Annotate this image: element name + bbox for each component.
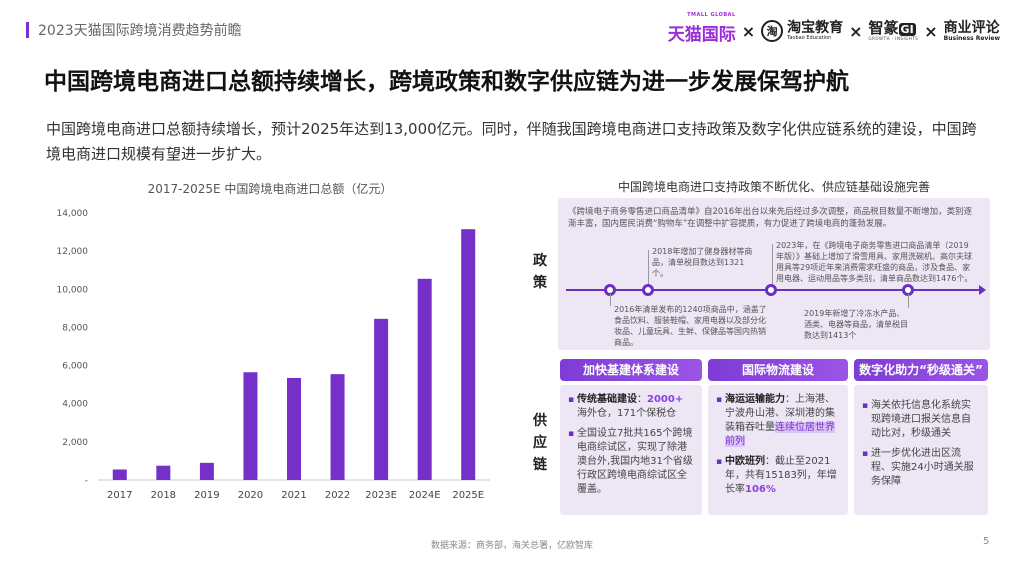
digital-clearance-item: 进一步优化进出区流程、实施24小时通关服务保障 [862,447,980,489]
timeline-event-2019: 2019年新增了冷冻水产品、酒类、电器等商品，清单税目数达到1413个 [804,309,908,340]
bar-2019 [199,462,214,480]
x-tick-label: 2018 [151,490,176,501]
infrastructure-card: 传统基础建设：2000+ 海外仓，171个保税仓 全国设立7批共165个跨境电商… [560,385,702,515]
y-tick-label: 8,000 [62,323,88,333]
bar-2025E [461,229,476,480]
timeline-arrow-icon [979,285,986,295]
tmall-global-logo: 天猫国际 TMALL GLOBAL [667,11,736,45]
y-tick-label: - [85,476,88,486]
bar-2022 [330,374,345,480]
x-tick-label: 2022 [325,490,350,501]
digital-clearance-item: 海关依托信息化系统实现跨境进口报关信息自动比对，秒级通关 [862,399,980,441]
taobao-icon: 淘 [761,20,784,42]
bar-2017 [112,469,127,480]
business-review-logo: 商业评论 Business Review [943,19,1000,42]
title-accent-bar [26,22,29,38]
x-tick-label: 2024E [409,490,441,501]
infrastructure-card-title: 加快基建体系建设 [560,359,702,381]
x-tick-label: 2025E [452,490,484,501]
logistics-card: 海运运输能力：上海港、宁波舟山港、深圳港的集装箱吞吐量连续位居世界前列 中欧班列… [708,385,848,515]
timeline-connector [908,294,909,308]
supply-chain-side-label: 供 应 链 [533,413,547,473]
logo-separator-icon: × [924,21,938,41]
y-tick-label: 14,000 [57,209,89,219]
y-tick-label: 4,000 [62,400,88,410]
timeline-connector [648,250,649,286]
policy-side-label: 政 策 [533,253,547,291]
timeline-dot [765,284,777,296]
taobao-education-logo: 淘 淘宝教育 Taobao Education [761,20,843,42]
y-tick-label: 6,000 [62,362,88,372]
y-tick-label: 2,000 [62,438,88,448]
logistics-card-title: 国际物流建设 [708,359,848,381]
bar-2023E [374,318,389,480]
logistics-item: 海运运输能力：上海港、宁波舟山港、深圳港的集装箱吞吐量连续位居世界前列 [716,393,840,449]
timeline-connector [772,244,773,286]
digital-clearance-card-title: 数字化助力“秒级通关” [854,359,988,381]
page-number: 5 [983,536,990,547]
infrastructure-item: 传统基础建设：2000+ 海外仓，171个保税仓 [568,393,694,421]
y-tick-label: 12,000 [57,247,89,257]
logo-separator-icon: × [849,21,863,41]
chart-title: 2017-2025E 中国跨境电商进口总额（亿元） [147,182,393,196]
timeline-event-2018: 2018年增加了健身器材等商品，清单税目数达到1321个。 [652,247,753,278]
digital-clearance-card: 海关依托信息化系统实现跨境进口报关信息自动比对，秒级通关 进一步优化进出区流程、… [854,385,988,515]
timeline-event-2016: 2016年清单发布的1240项商品中，涵盖了食品饮料、服装鞋帽、家用电器以及部分… [614,305,767,347]
x-tick-label: 2023E [365,490,397,501]
bar-2021 [287,377,301,480]
logo-separator-icon: × [741,21,756,41]
slide-headline: 中国跨境电商进口总额持续增长，跨境政策和数字供应链为进一步发展保驾护航 [44,69,849,95]
infrastructure-item: 全国设立7批共165个跨境电商综试区，实现了除港澳台外,我国内地31个省级行政区… [568,427,694,497]
x-tick-label: 2021 [281,490,306,501]
summary-paragraph: 中国跨境电商进口总额持续增长，预计2025年达到13,000亿元。同时，伴随我国… [46,120,977,163]
bar-2018 [156,465,171,480]
data-source-note: 数据来源：商务部，海关总署，亿欧智库 [430,541,593,551]
bar-2020 [243,372,258,480]
report-title: 2023天猫国际跨境消费趋势前瞻 [38,23,242,39]
y-tick-label: 10,000 [57,285,89,295]
bar-chart-svg: - 2,000 4,000 6,000 8,000 10,000 12,000 14,000 2… [57,209,490,501]
logistics-item: 中欧班列：截止至2021年，共有15183列，年增长率106% [716,455,840,497]
top-bar: 2023天猫国际跨境消费趋势前瞻 天猫国际 TMALL GLOBAL × 淘 淘… [0,0,1024,52]
policy-intro-text: 《跨境电子商务零售进口商品清单》自2016年出台以来先后经过多次调整，商品税目数… [568,207,973,229]
bar-2024E [417,278,432,480]
policy-timeline-panel: 《跨境电子商务零售进口商品清单》自2016年出台以来先后经过多次调整，商品税目数… [558,198,990,350]
import-total-bar-chart: 2017-2025E 中国跨境电商进口总额（亿元） - 2,000 4,000 6,0… [40,178,500,508]
x-tick-label: 2017 [107,490,132,501]
zhizuan-gi-logo: 智篆 GI GROWTH · INSIGHTS [868,19,919,41]
timeline-connector [610,294,611,306]
policy-section-title: 中国跨境电商进口支持政策不断优化、供应链基础设施完善 [617,180,930,194]
timeline-event-2023: 2023年，在《跨境电子商务零售进口商品清单（2019年版）》基础上增加了滑雪用… [776,241,973,283]
partner-logos: 天猫国际 TMALL GLOBAL × 淘 淘宝教育 Taobao Educat… [667,11,1000,45]
timeline-dot [642,284,654,296]
x-tick-label: 2019 [194,490,219,501]
x-tick-label: 2020 [238,490,263,501]
